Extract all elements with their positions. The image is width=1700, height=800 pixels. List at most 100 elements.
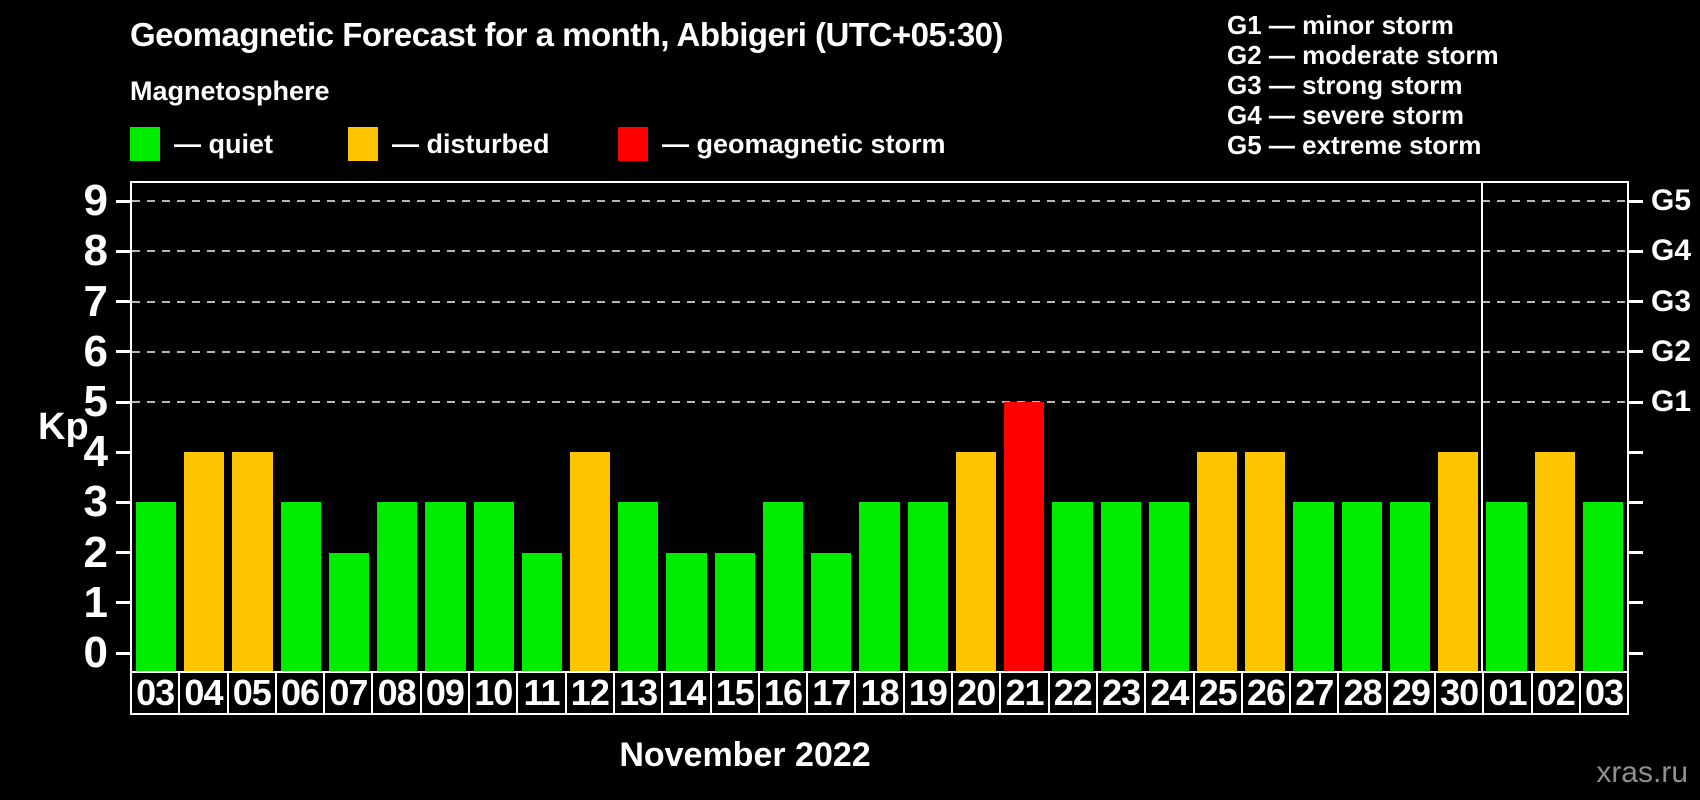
legend-item-quiet: — quiet: [130, 124, 273, 164]
x-axis-day-17: 17: [806, 671, 857, 715]
y-tick-left-1: [116, 601, 130, 605]
legend-label-disturbed: — disturbed: [392, 128, 550, 159]
x-axis-day-28: 28: [1337, 671, 1388, 715]
x-axis-day-labels: 03 04 05 06 07 08 09 10 11 12 13 14 15 16 17 18 19 20 21 22…: [130, 671, 1630, 715]
x-axis-day-05: 05: [226, 671, 277, 715]
y-tick-right-8: [1629, 249, 1643, 253]
bar-day-30: [1438, 452, 1479, 671]
bar-day-16: [762, 502, 804, 671]
x-axis-day-27: 27: [1289, 671, 1340, 715]
x-axis-day-19: 19: [902, 671, 954, 715]
gridline-kp-9: [132, 200, 1627, 203]
storm-color-swatch: [618, 127, 648, 161]
bar-day-27: [1293, 502, 1334, 671]
bar-day-28: [1341, 502, 1382, 671]
y-tick-right-2: [1629, 551, 1643, 555]
x-axis-day-15: 15: [709, 671, 760, 715]
y-tick-left-3: [116, 500, 130, 504]
watermark-xras: xras.ru: [1596, 756, 1688, 789]
x-axis-day-23: 23: [1095, 671, 1147, 715]
y-tick-right-9: [1629, 199, 1643, 203]
legend-label-storm: — geomagnetic storm: [662, 128, 946, 159]
x-axis-day-30: 30: [1434, 671, 1485, 715]
x-axis-day-14: 14: [661, 671, 712, 715]
x-axis-title-month: November 2022: [619, 736, 871, 774]
x-axis-day-09: 09: [419, 671, 471, 715]
bar-day-21: [1004, 402, 1045, 671]
g-scale-axis-label-g5: G5: [1651, 184, 1692, 218]
g-scale-legend: G1 — minor storm G2 — moderate storm G3 …: [1227, 10, 1499, 160]
bar-day-05: [232, 452, 273, 671]
bar-day-20: [955, 452, 997, 671]
bar-day-19: [907, 502, 948, 671]
y-axis-label-7: 7: [83, 276, 108, 326]
bar-day-26: [1245, 452, 1286, 671]
y-axis-title-kp: Kp: [38, 406, 89, 448]
y-axis-label-2: 2: [83, 527, 108, 577]
bar-day-11: [521, 552, 563, 671]
subtitle-magnetosphere: Magnetosphere: [130, 76, 330, 106]
gridline-kp-8: [132, 250, 1627, 253]
x-axis-day-11: 11: [516, 671, 567, 715]
y-tick-right-6: [1629, 350, 1643, 354]
bar-day-12: [570, 452, 611, 671]
g-scale-axis-label-g3: G3: [1651, 284, 1692, 318]
y-axis-label-0: 0: [83, 628, 108, 677]
legend-label-quiet: — quiet: [174, 128, 273, 159]
quiet-color-swatch: [130, 127, 160, 161]
bar-day-18: [859, 502, 900, 671]
gridline-kp-6: [132, 350, 1627, 353]
y-tick-right-0: [1629, 651, 1643, 655]
x-axis-day-16: 16: [757, 671, 809, 715]
y-axis-label-3: 3: [83, 477, 108, 527]
legend-item-disturbed: — disturbed: [348, 124, 550, 164]
gridline-kp-7: [132, 300, 1627, 303]
x-axis-day-10: 10: [468, 671, 519, 715]
g-scale-axis-label-g1: G1: [1651, 385, 1692, 418]
y-tick-right-1: [1629, 601, 1643, 605]
y-axis-label-1: 1: [83, 577, 108, 627]
x-axis-day-04: 04: [178, 671, 229, 715]
bar-day-06: [280, 502, 321, 671]
y-tick-left-7: [116, 300, 130, 304]
x-axis-day-13: 13: [612, 671, 664, 715]
x-axis-day-26: 26: [1240, 671, 1292, 715]
bar-day-01: [1486, 502, 1527, 671]
bar-day-22: [1052, 502, 1093, 671]
plot-area: 0 1 2 3 4 5 6 7 8 9 G1 G2 G3 G4 G5: [84, 176, 1692, 677]
bar-day-14: [666, 552, 707, 671]
bar-day-07: [328, 552, 370, 671]
x-axis-day-12: 12: [564, 671, 615, 715]
bar-day-03: [1582, 502, 1623, 671]
gridline-kp-5: [132, 401, 1627, 403]
x-axis-day-24: 24: [1144, 671, 1195, 715]
g-scale-axis-label-g2: G2: [1651, 334, 1692, 368]
x-axis-day-01: 01: [1482, 671, 1533, 715]
y-tick-left-8: [116, 249, 130, 253]
y-tick-left-5: [116, 400, 130, 404]
y-axis-label-4: 4: [83, 427, 108, 477]
x-axis-day-25: 25: [1192, 671, 1243, 715]
bar-day-04: [184, 452, 225, 671]
g-legend-line-g1: G1 — minor storm: [1227, 10, 1454, 40]
y-axis-label-8: 8: [83, 226, 108, 276]
disturbed-color-swatch: [348, 127, 378, 161]
y-tick-left-6: [116, 350, 130, 354]
y-tick-left-4: [116, 450, 130, 454]
bar-day-29: [1389, 502, 1431, 671]
y-axis-label-6: 6: [83, 326, 108, 376]
legend-item-storm: — geomagnetic storm: [618, 124, 946, 164]
bar-day-25: [1196, 452, 1238, 671]
y-tick-left-2: [116, 551, 130, 555]
page-title: Geomagnetic Forecast for a month, Abbige…: [130, 16, 1004, 53]
y-axis-label-5: 5: [83, 377, 108, 426]
bar-day-02: [1534, 452, 1575, 671]
y-tick-right-3: [1629, 500, 1643, 504]
g-legend-line-g5: G5 — extreme storm: [1227, 130, 1482, 160]
bar-day-03: [136, 502, 177, 671]
y-tick-right-7: [1629, 300, 1643, 304]
x-axis-day-22: 22: [1047, 671, 1098, 715]
y-tick-right-5: [1629, 400, 1643, 404]
bar-day-10: [473, 502, 514, 671]
x-axis-day-06: 06: [274, 671, 326, 715]
